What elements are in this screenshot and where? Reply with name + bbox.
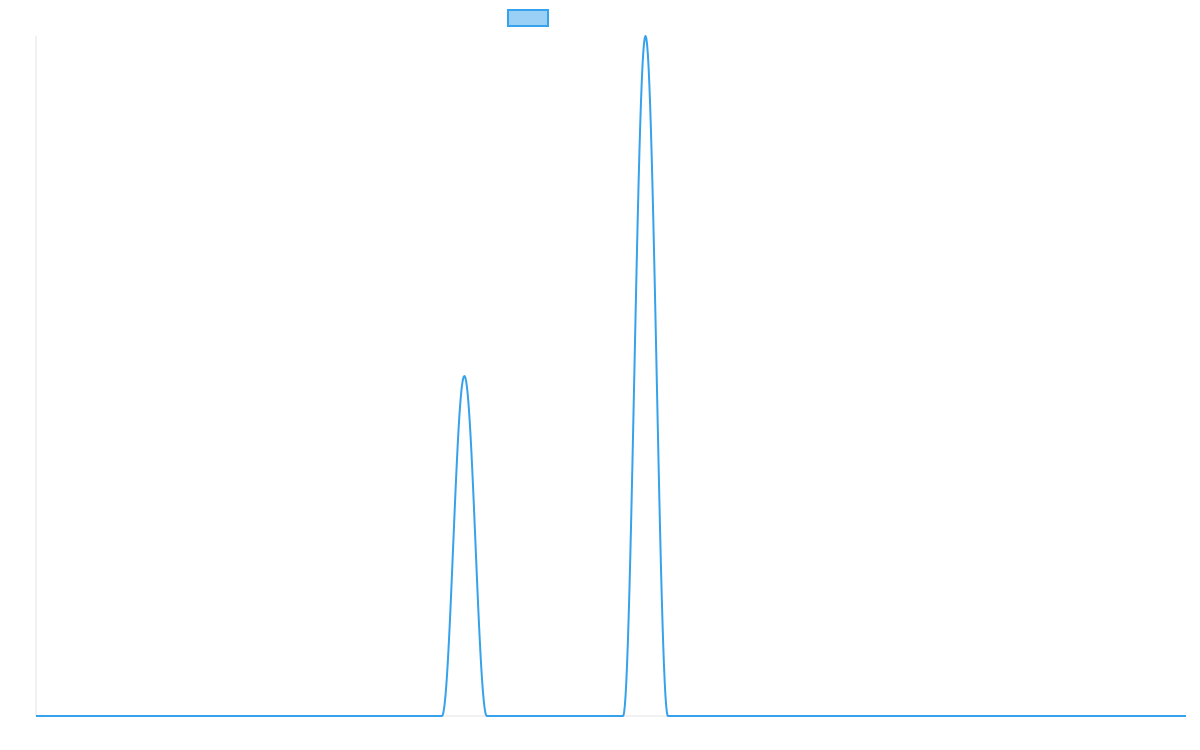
series-layer: [35, 35, 1187, 717]
series-line-0: [35, 35, 1187, 717]
legend[interactable]: [507, 9, 549, 27]
legend-swatch[interactable]: [507, 9, 549, 27]
